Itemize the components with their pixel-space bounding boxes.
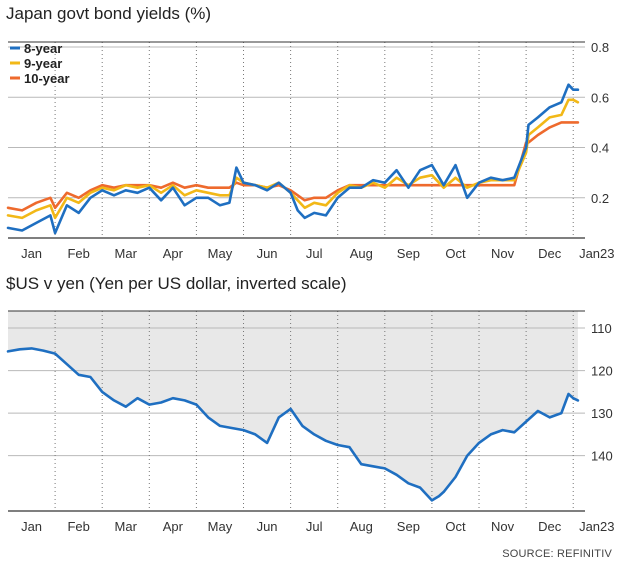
x-tick-label: Apr xyxy=(163,519,184,534)
x-tick-label: Mar xyxy=(115,519,138,534)
x-tick-label: Sep xyxy=(397,519,420,534)
x-tick-label: Jan xyxy=(21,246,42,261)
x-tick-label: May xyxy=(208,519,233,534)
yields-chart-title: Japan govt bond yields (%) xyxy=(6,4,212,23)
x-tick-label: Sep xyxy=(397,246,420,261)
x-tick-label: Dec xyxy=(538,246,562,261)
legend-label: 10-year xyxy=(24,71,70,86)
x-tick-label: Jun xyxy=(257,519,278,534)
y-tick-label: 0.2 xyxy=(591,191,609,206)
y-tick-label: 140 xyxy=(591,449,613,464)
x-tick-label: Jan23 xyxy=(579,246,614,261)
y-tick-label: 0.6 xyxy=(591,90,609,105)
yen-chart-title: $US v yen (Yen per US dollar, inverted s… xyxy=(6,274,347,293)
y-tick-label: 130 xyxy=(591,406,613,421)
y-tick-label: 0.8 xyxy=(591,40,609,55)
source-note: SOURCE: REFINITIV xyxy=(502,548,612,560)
x-tick-label: Jan23 xyxy=(579,519,614,534)
legend-label: 8-year xyxy=(24,41,62,56)
x-tick-label: Feb xyxy=(67,246,89,261)
x-tick-label: Aug xyxy=(350,246,373,261)
series-line-usd-jpy xyxy=(6,347,580,502)
x-tick-label: Jan xyxy=(21,519,42,534)
x-tick-label: Mar xyxy=(115,246,138,261)
series-line-10-year xyxy=(6,121,580,212)
x-tick-label: Oct xyxy=(445,246,466,261)
x-tick-label: Nov xyxy=(491,519,515,534)
x-tick-label: Apr xyxy=(163,246,184,261)
y-tick-label: 110 xyxy=(591,321,612,336)
y-tick-label: 120 xyxy=(591,364,613,379)
x-tick-label: Jul xyxy=(306,519,323,534)
x-tick-label: Jun xyxy=(257,246,278,261)
x-tick-label: Feb xyxy=(67,519,89,534)
series-line-8-year xyxy=(6,83,580,235)
x-tick-label: Aug xyxy=(350,519,373,534)
x-tick-label: Dec xyxy=(538,519,562,534)
y-tick-label: 0.4 xyxy=(591,141,609,156)
x-tick-label: May xyxy=(208,246,233,261)
area-fill xyxy=(8,311,578,501)
x-tick-label: Oct xyxy=(445,519,466,534)
legend-label: 9-year xyxy=(24,56,62,71)
x-tick-label: Nov xyxy=(491,246,515,261)
x-tick-label: Jul xyxy=(306,246,323,261)
